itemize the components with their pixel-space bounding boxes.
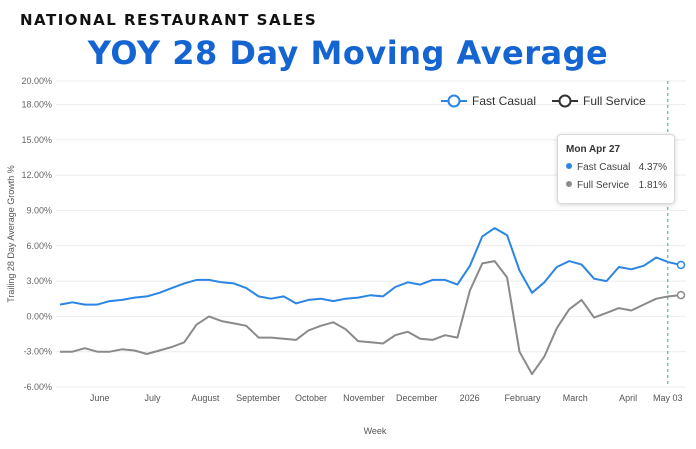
tooltip-dot-icon: [566, 181, 572, 187]
x-tick-label: October: [295, 393, 327, 403]
series-lines: [59, 227, 686, 376]
tooltip-series-name: Fast Casual: [577, 162, 631, 173]
chart-title: YOY 28 Day Moving Average: [87, 34, 609, 72]
x-tick-label: June: [90, 393, 110, 403]
series-line-full-service[interactable]: [60, 260, 682, 376]
hover-tooltip: Mon Apr 27 Fast Casual 4.37% Full Servic…: [557, 134, 675, 204]
series-line-fast-casual[interactable]: [59, 227, 682, 306]
x-axis-label: Week: [364, 426, 387, 436]
tooltip-series-name: Full Service: [577, 180, 630, 191]
chart-supertitle: NATIONAL RESTAURANT SALES: [20, 11, 318, 29]
x-tick-label: April: [619, 393, 637, 403]
y-tick-label: -6.00%: [23, 382, 52, 392]
tooltip-row-full-service: Full Service 1.81%: [566, 180, 667, 194]
x-tick-label: 2026: [460, 393, 480, 403]
legend[interactable]: Fast Casual Full Service: [441, 94, 646, 108]
y-axis-ticks: 20.00% 18.00% 15.00% 12.00% 9.00% 6.00% 3.00% 0…: [21, 76, 52, 392]
x-tick-label: February: [504, 393, 541, 403]
legend-full-service-label[interactable]: Full Service: [583, 94, 646, 108]
x-tick-label: August: [191, 393, 220, 403]
y-axis-label: Trailing 28 Day Average Growth %: [6, 165, 16, 303]
legend-full-service-marker: [558, 94, 572, 108]
y-tick-label: 20.00%: [21, 76, 52, 86]
y-tick-label: -3.00%: [23, 347, 52, 357]
y-tick-label: 18.00%: [21, 100, 52, 110]
y-tick-label: 6.00%: [26, 241, 52, 251]
y-tick-label: 12.00%: [21, 170, 52, 180]
y-tick-label: 9.00%: [26, 205, 52, 215]
y-tick-label: 0.00%: [26, 311, 52, 321]
x-tick-label: March: [563, 393, 588, 403]
grid-lines: [56, 80, 686, 388]
y-tick-label: 15.00%: [21, 135, 52, 145]
x-axis-ticks: June July August September October November De…: [90, 393, 683, 403]
y-tick-label: 3.00%: [26, 276, 52, 286]
legend-fast-casual-label[interactable]: Fast Casual: [472, 94, 536, 108]
x-tick-label: September: [236, 393, 280, 403]
x-tick-label: May 03: [653, 393, 683, 403]
x-tick-label: December: [396, 393, 438, 403]
tooltip-dot-icon: [566, 163, 572, 169]
series-hover-point[interactable]: [676, 260, 686, 270]
x-tick-label: November: [343, 393, 385, 403]
series-hover-point[interactable]: [676, 290, 686, 300]
tooltip-series-value: 4.37%: [638, 162, 667, 173]
tooltip-row-fast-casual: Fast Casual 4.37%: [566, 162, 667, 176]
legend-fast-casual-marker: [447, 94, 461, 108]
x-tick-label: July: [144, 393, 161, 403]
tooltip-series-value: 1.81%: [638, 180, 667, 191]
tooltip-date: Mon Apr 27: [566, 144, 621, 155]
